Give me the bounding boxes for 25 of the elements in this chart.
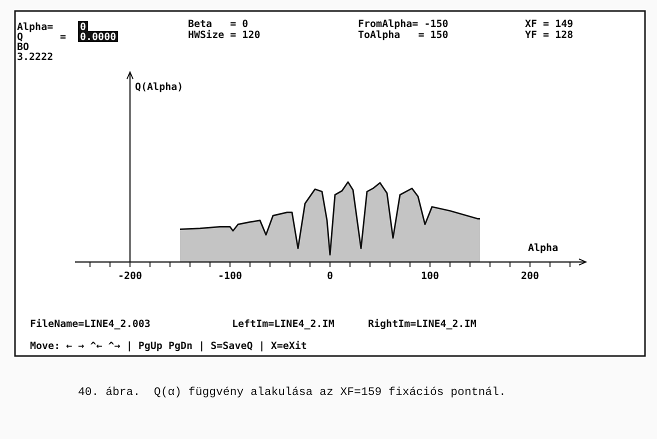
x-tick-label: 0 [326, 271, 334, 282]
text: FromAlpha= -150 [358, 19, 448, 30]
text: YF = 128 [525, 30, 574, 41]
text: 0 [80, 22, 86, 33]
text: HWSize = 120 [188, 29, 260, 41]
x-tick-label: 100 [420, 271, 440, 282]
text: RightIm=LINE4_2.IM [368, 318, 476, 330]
x-tick-label: 200 [520, 271, 540, 282]
text: = [60, 32, 66, 43]
text: Beta = 0 [188, 19, 248, 30]
text: 40. ábra. Q(α) függvény alakulása az XF=159 fixációs pontnál. [78, 386, 506, 399]
text: Q(Alpha) [135, 82, 184, 93]
text: Move: ← → ^← ^→ | PgUp PgDn | S=SaveQ | X=eXit [30, 340, 307, 352]
text: Alpha= [17, 22, 54, 33]
text: XF = 149 [525, 19, 574, 30]
text: Q [17, 32, 24, 43]
x-tick-label: -200 [118, 271, 142, 282]
x-axis-title: Alpha [528, 243, 558, 254]
text: FileName=LINE4_2.003 [30, 318, 150, 330]
text: ToAlpha = 150 [358, 30, 448, 41]
x-tick-label: -100 [218, 271, 242, 282]
text: 0.0000 [80, 32, 116, 43]
text: LeftIm=LINE4_2.IM [232, 319, 334, 330]
text: 3.2222 [17, 52, 54, 63]
text: BO [17, 42, 30, 53]
